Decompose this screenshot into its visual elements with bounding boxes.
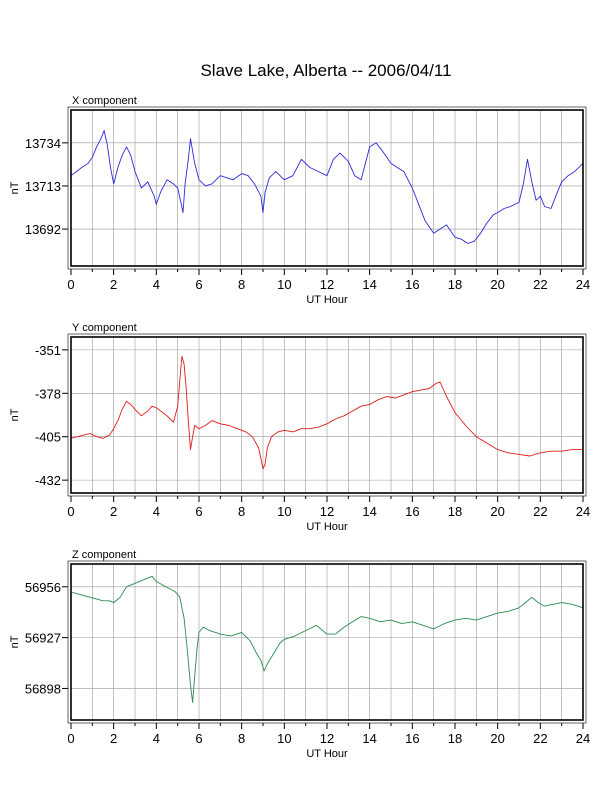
x-tick-label: 20	[490, 504, 504, 519]
x-tick-label: 18	[448, 277, 462, 292]
x-tick-label: 22	[533, 731, 547, 746]
x-axis-label: UT Hour	[306, 294, 348, 306]
x-tick-label: 18	[448, 504, 462, 519]
x-tick-label: 12	[320, 731, 334, 746]
x-axis-label: UT Hour	[306, 521, 348, 533]
x-axis-label: UT Hour	[306, 748, 348, 760]
x-tick-label: 16	[405, 504, 419, 519]
y-tick-label: -351	[35, 343, 61, 358]
series-line	[70, 130, 584, 244]
series-line	[70, 355, 583, 470]
x-tick-label: 16	[405, 731, 419, 746]
x-tick-label: 12	[320, 504, 334, 519]
x-tick-label: 14	[362, 731, 376, 746]
y-axis-label: nT	[9, 635, 21, 648]
y-tick-label: 13692	[25, 222, 61, 237]
y-tick-label: 13734	[25, 136, 61, 151]
x-tick-label: 6	[195, 504, 202, 519]
x-tick-label: 2	[110, 731, 117, 746]
x-tick-label: 10	[277, 277, 291, 292]
x-tick-label: 22	[533, 277, 547, 292]
x-tick-label: 14	[362, 504, 376, 519]
x-tick-label: 4	[153, 277, 160, 292]
y-tick-label: 56956	[25, 580, 61, 595]
y-axis-label: nT	[9, 408, 21, 421]
x-tick-label: 24	[576, 277, 590, 292]
y-tick-label: -432	[35, 473, 61, 488]
x-tick-label: 18	[448, 731, 462, 746]
figure-title: Slave Lake, Alberta -- 2006/04/11	[200, 61, 451, 80]
x-tick-label: 10	[277, 731, 291, 746]
x-tick-label: 10	[277, 504, 291, 519]
plot-frame	[70, 336, 584, 494]
x-tick-label: 8	[238, 731, 245, 746]
x-tick-label: 24	[576, 504, 590, 519]
y-tick-label: -378	[35, 386, 61, 401]
x-tick-label: 0	[67, 504, 74, 519]
x-tick-label: 24	[576, 731, 590, 746]
x-tick-label: 6	[195, 731, 202, 746]
panel-label: X component	[72, 95, 137, 107]
x-tick-label: 8	[238, 504, 245, 519]
x-tick-label: 4	[153, 731, 160, 746]
x-tick-label: 8	[238, 277, 245, 292]
x-tick-label: 0	[67, 277, 74, 292]
series-line	[70, 575, 584, 703]
x-tick-label: 2	[110, 277, 117, 292]
x-tick-label: 4	[153, 504, 160, 519]
y-axis-label: nT	[9, 181, 21, 194]
plot-frame	[70, 563, 584, 721]
x-tick-label: 20	[490, 731, 504, 746]
panel-label: Y component	[72, 322, 137, 334]
y-tick-label: -405	[35, 430, 61, 445]
y-tick-label: 56927	[25, 631, 61, 646]
x-tick-label: 20	[490, 277, 504, 292]
x-tick-label: 6	[195, 277, 202, 292]
panel-label: Z component	[72, 549, 136, 561]
x-tick-label: 14	[362, 277, 376, 292]
x-tick-label: 12	[320, 277, 334, 292]
plot-frame	[70, 109, 584, 267]
x-tick-label: 22	[533, 504, 547, 519]
x-tick-label: 2	[110, 504, 117, 519]
x-tick-label: 16	[405, 277, 419, 292]
x-tick-label: 0	[67, 731, 74, 746]
y-tick-label: 13713	[25, 179, 61, 194]
y-tick-label: 56898	[25, 681, 61, 696]
